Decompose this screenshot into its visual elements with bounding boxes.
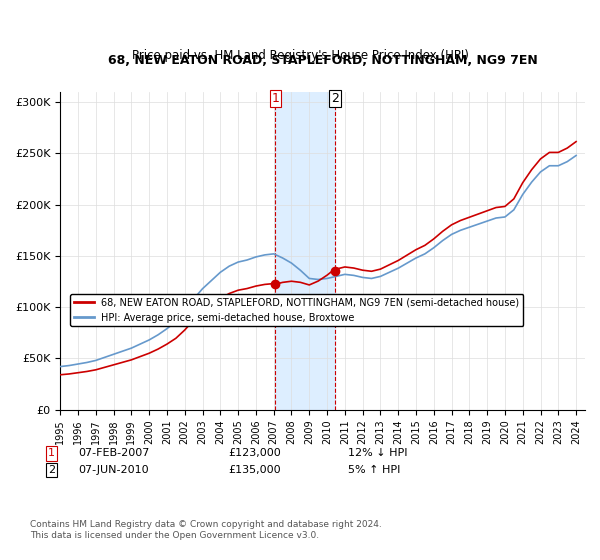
Title: 68, NEW EATON ROAD, STAPLEFORD, NOTTINGHAM, NG9 7EN: 68, NEW EATON ROAD, STAPLEFORD, NOTTINGH… bbox=[108, 54, 538, 67]
Text: 2: 2 bbox=[331, 92, 339, 105]
Text: 12% ↓ HPI: 12% ↓ HPI bbox=[348, 449, 407, 459]
Text: 1: 1 bbox=[272, 92, 280, 105]
Text: £135,000: £135,000 bbox=[228, 465, 281, 475]
Bar bbox=[275, 92, 335, 409]
Text: 07-FEB-2007: 07-FEB-2007 bbox=[78, 449, 149, 459]
Text: £123,000: £123,000 bbox=[228, 449, 281, 459]
Text: Contains HM Land Registry data © Crown copyright and database right 2024.
This d: Contains HM Land Registry data © Crown c… bbox=[30, 520, 382, 540]
Text: Price paid vs. HM Land Registry's House Price Index (HPI): Price paid vs. HM Land Registry's House … bbox=[131, 49, 469, 62]
Text: 2: 2 bbox=[48, 465, 55, 475]
Text: 1: 1 bbox=[48, 449, 55, 459]
Text: 07-JUN-2010: 07-JUN-2010 bbox=[78, 465, 149, 475]
Text: 5% ↑ HPI: 5% ↑ HPI bbox=[348, 465, 400, 475]
Legend: 68, NEW EATON ROAD, STAPLEFORD, NOTTINGHAM, NG9 7EN (semi-detached house), HPI: : 68, NEW EATON ROAD, STAPLEFORD, NOTTINGH… bbox=[70, 294, 523, 326]
